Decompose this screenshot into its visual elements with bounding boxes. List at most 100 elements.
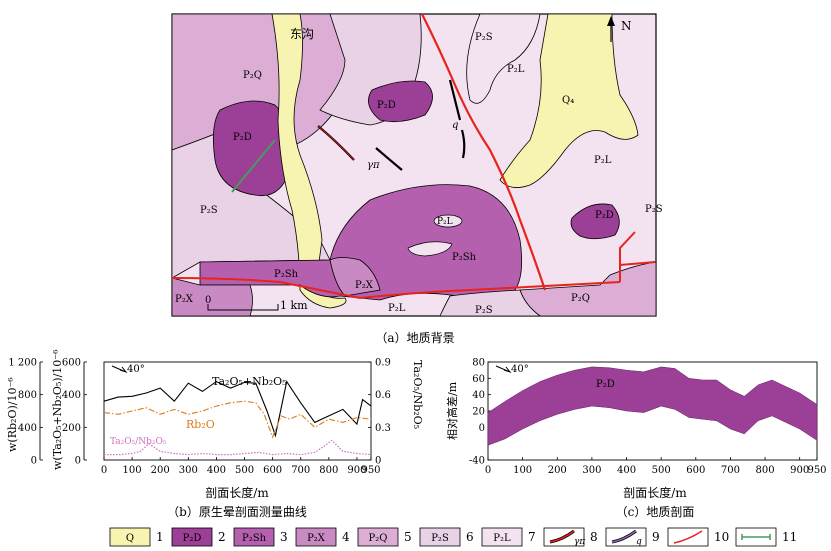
label-p2s-west: P₂S xyxy=(200,205,218,216)
y-tick-label: 400 xyxy=(62,390,81,401)
y-tick-label: 60 xyxy=(472,374,485,385)
y-tick-label: 0.3 xyxy=(375,423,391,434)
chart-b-ylabel-left1: w(Rb₂O)/10⁻⁶ xyxy=(6,377,19,452)
unit-q4 xyxy=(499,13,639,188)
y-tick-label: 0 xyxy=(31,456,37,467)
label-p2sh-center: P₂Sh xyxy=(452,252,477,263)
legend-swatch xyxy=(419,527,461,547)
label-p2x-west: P₂X xyxy=(175,294,194,305)
scale-bar xyxy=(207,304,279,311)
profile-line xyxy=(231,139,276,193)
chart-c-y-ticks: -40 0 20 40 60 80 xyxy=(469,358,491,467)
label-p2l-south: P₂L xyxy=(388,303,406,314)
dike-gamma-pi xyxy=(317,125,355,161)
legend-swatch-label: P₂Sh xyxy=(242,533,267,544)
unit-p2s-south xyxy=(439,289,542,317)
chart-b-right-ticks: 0 0.3 0.6 0.9 xyxy=(368,358,391,467)
x-tick-label: 600 xyxy=(686,465,705,476)
label-p2d-west: P₂D xyxy=(233,132,252,143)
x-tick-label: 800 xyxy=(319,465,338,476)
series-label-ratio: Ta₂O₅/Nb₂O₅ xyxy=(110,437,167,447)
label-p2l-east: P₂L xyxy=(594,155,612,166)
series-line-rb2o xyxy=(103,400,372,439)
label-gamma-pi: γπ xyxy=(367,160,380,171)
chart-b-ylabel-right: Ta₂O₅/Nb₂O₅ xyxy=(411,360,424,429)
chart-c-area xyxy=(487,366,818,446)
chart-b-left1-ticks: 0 400 800 1 200 xyxy=(8,358,43,467)
label-p2s-south: P₂S xyxy=(475,305,493,316)
x-tick-label: 400 xyxy=(617,465,636,476)
chart-c-azimuth: 40° xyxy=(511,364,529,375)
chart-b-frame xyxy=(103,361,372,461)
series-line-ratio xyxy=(104,439,372,456)
x-tick-label: 800 xyxy=(756,465,775,476)
legend-number: 10 xyxy=(714,530,729,544)
unit-p2d-west xyxy=(212,100,294,197)
legend-number: 3 xyxy=(280,530,288,544)
x-tick-label: 200 xyxy=(548,465,567,476)
label-p2l-inlier: P₂L xyxy=(437,217,453,227)
legend-swatch-label: P₂S xyxy=(431,533,449,544)
legend-swatch xyxy=(295,527,337,547)
legend: Q 1 P₂D 2 P₂Sh 3 P₂X 4 P₂Q 5 P₂S 6 P₂L 7 γπ 8 q 9 10 11 xyxy=(109,527,797,547)
series-line-sum xyxy=(103,380,372,438)
y-tick-label: 0.6 xyxy=(375,390,391,401)
legend-number: 9 xyxy=(652,530,660,544)
fault-south xyxy=(171,277,621,300)
fault-main xyxy=(421,13,547,291)
fault-east xyxy=(619,231,656,282)
scale-zero: 0 xyxy=(205,295,211,306)
label-p2d-center: P₂D xyxy=(377,100,396,111)
legend-fault-line xyxy=(673,530,703,544)
y-tick-label: 40 xyxy=(472,390,485,401)
legend-number: 4 xyxy=(342,530,350,544)
unit-p2l-north xyxy=(466,13,541,104)
x-tick-label: 700 xyxy=(291,465,310,476)
scale-unit: 1 km xyxy=(280,299,308,312)
caption-chart-c: （c）地质剖面 xyxy=(616,505,695,519)
y-tick-label: 800 xyxy=(18,390,37,401)
unit-p2l-lens xyxy=(407,241,453,257)
x-tick-label: 600 xyxy=(263,465,282,476)
chart-c-unit-label: P₂D xyxy=(596,379,615,390)
y-tick-label: 20 xyxy=(472,407,485,418)
legend-dike-line xyxy=(549,530,575,543)
unit-p2d-east xyxy=(570,203,620,240)
label-p2q-southeast: P₂Q xyxy=(571,293,590,304)
label-p2s-east: P₂S xyxy=(645,204,663,215)
chart-b-xlabel: 剖面长度/m xyxy=(205,485,269,500)
x-tick-label: 500 xyxy=(235,465,254,476)
legend-number: 2 xyxy=(218,530,226,544)
y-tick-label: 0.9 xyxy=(375,358,391,369)
label-p2q: P₂Q xyxy=(243,70,262,81)
x-tick-label: 0 xyxy=(101,465,107,476)
legend-number: 7 xyxy=(528,530,536,544)
chart-b-azimuth: 40° xyxy=(127,364,145,375)
x-tick-label: 300 xyxy=(179,465,198,476)
label-p2d-east: P₂D xyxy=(595,210,614,221)
y-tick-label: 1 200 xyxy=(8,358,37,369)
legend-line-label: q xyxy=(636,537,642,547)
label-q4: Q₄ xyxy=(562,95,574,106)
x-tick-label: 0 xyxy=(485,465,491,476)
legend-swatch-label: P₂D xyxy=(183,533,202,544)
y-tick-label: 80 xyxy=(472,358,485,369)
legend-number: 11 xyxy=(782,530,797,544)
unit-p2x-center xyxy=(329,257,381,297)
x-tick-label: 500 xyxy=(652,465,671,476)
chart-b-left2-ticks: 0 200 400 600 xyxy=(62,358,87,467)
legend-number: 1 xyxy=(156,530,164,544)
chart-b-azimuth-icon xyxy=(111,365,128,374)
place-label: 东沟 xyxy=(290,27,314,41)
label-p2x-center: P₂X xyxy=(355,280,374,291)
label-p2l-north: P₂L xyxy=(507,64,525,75)
y-tick-label: 0 xyxy=(75,456,81,467)
unit-q-valley xyxy=(271,13,347,309)
x-tick-label: 100 xyxy=(123,465,142,476)
caption-map: （a）地质背景 xyxy=(375,331,454,345)
y-tick-label: 200 xyxy=(62,423,81,434)
x-tick-label: 300 xyxy=(582,465,601,476)
